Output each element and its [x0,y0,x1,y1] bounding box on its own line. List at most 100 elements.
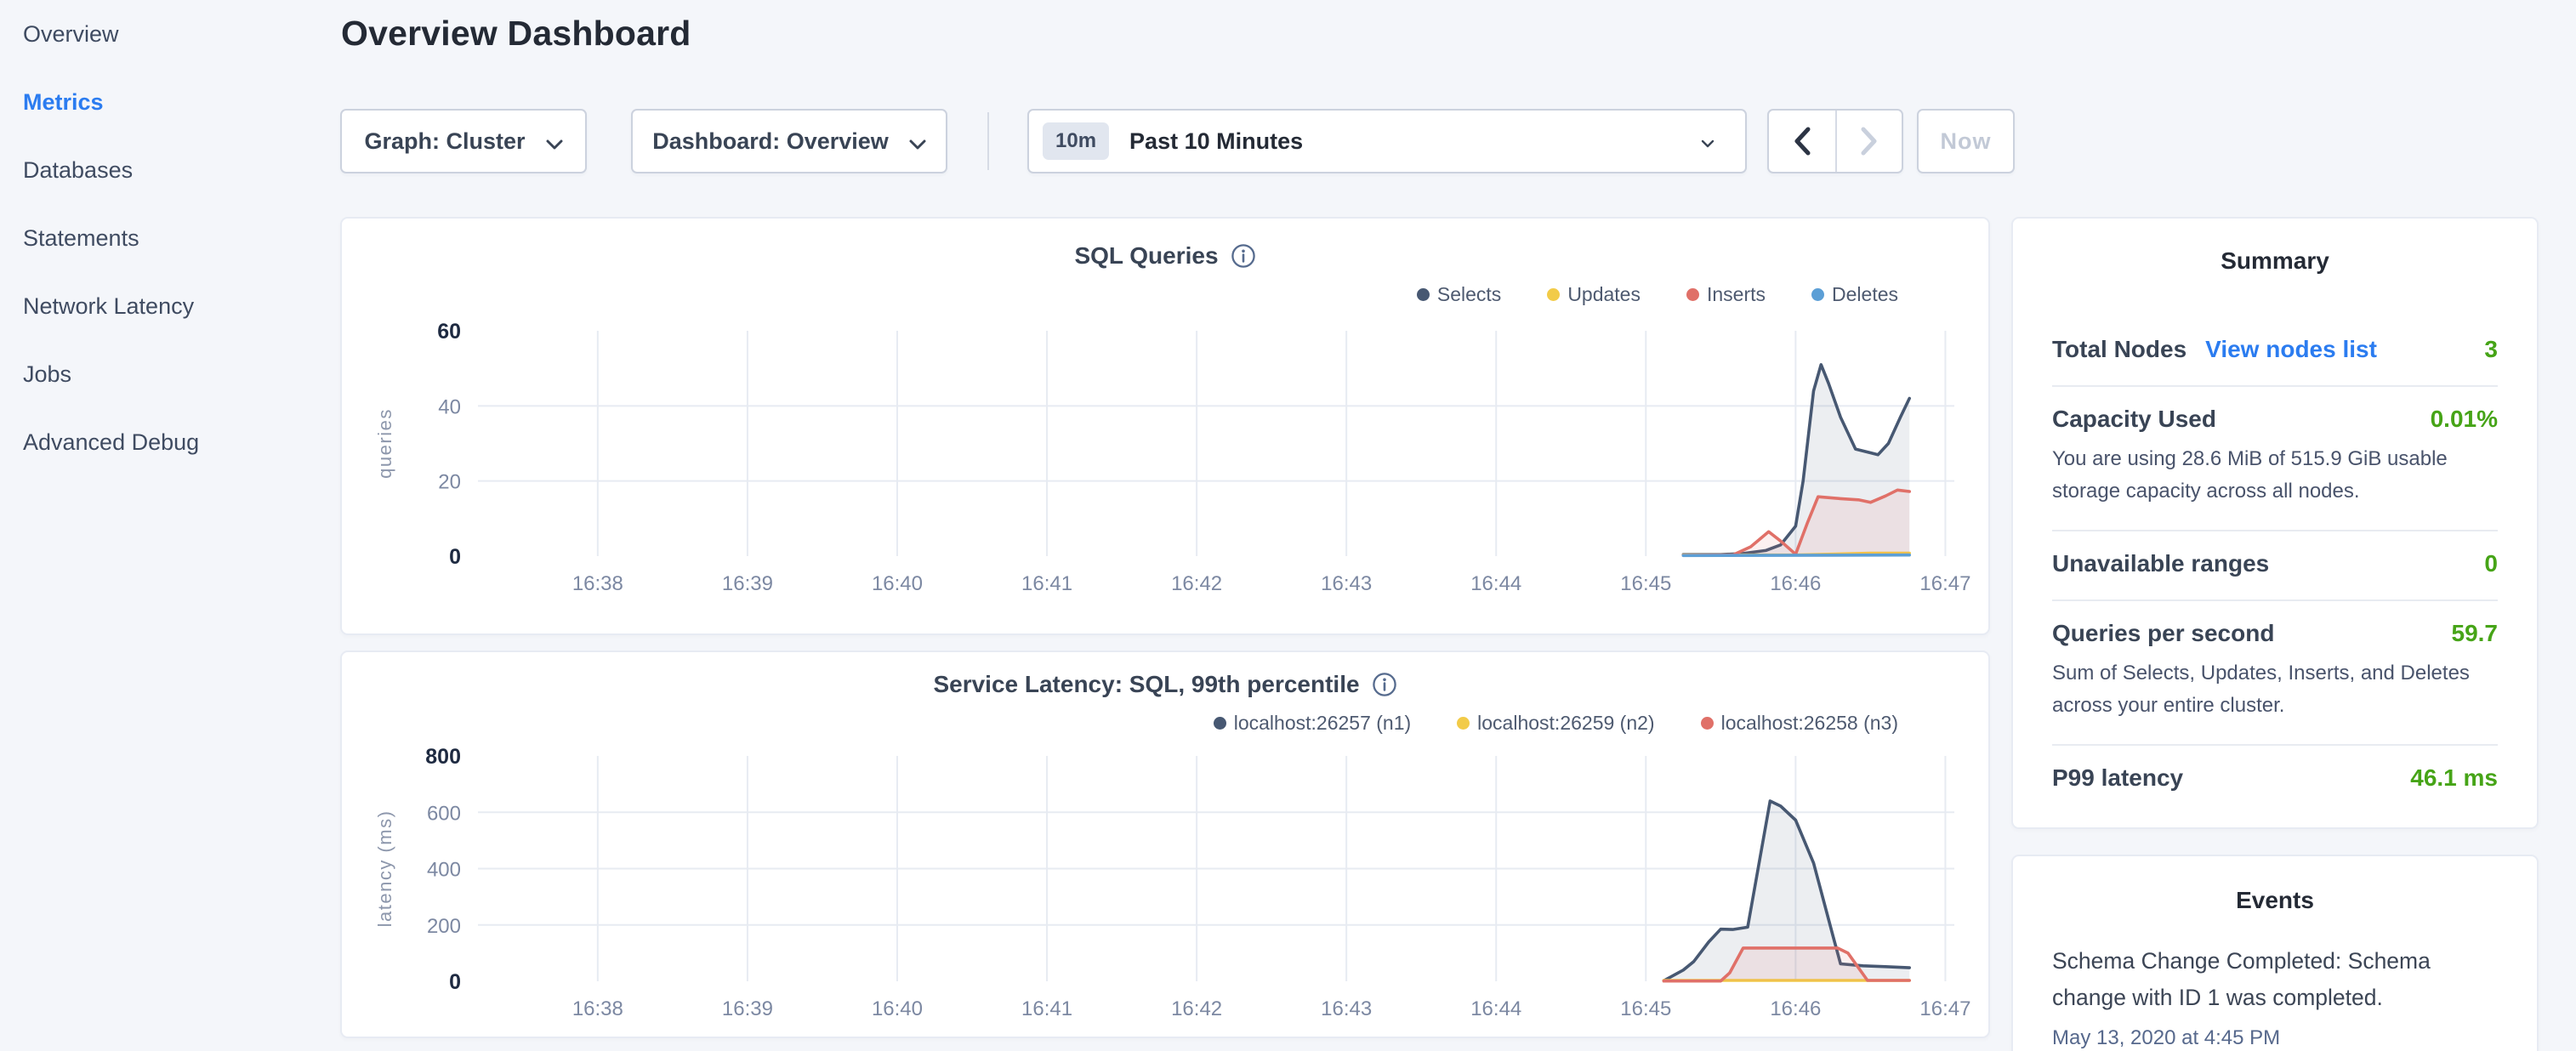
sidebar-item-statements[interactable]: Statements [23,224,139,251]
time-step-buttons [1767,109,1903,173]
graph-dropdown-label: Graph: Cluster [364,128,526,154]
sidebar-item-network-latency[interactable]: Network Latency [23,293,195,319]
svg-text:16:45: 16:45 [1620,997,1671,1020]
legend-dot [1811,287,1825,301]
controls-divider [987,112,989,170]
events-panel: Events Schema Change Completed: Schema c… [2011,855,2539,1051]
legend-label: Deletes [1832,282,1898,305]
svg-text:16:47: 16:47 [1919,997,1970,1020]
time-range-picker[interactable]: 10m Past 10 Minutes [1027,109,1747,173]
legend-dot [1547,287,1561,301]
sidebar: Overview Metrics Databases Statements Ne… [0,0,340,476]
svg-text:16:39: 16:39 [722,997,773,1020]
legend-item: localhost:26258 (n3) [1700,712,1898,735]
event-item: Schema Change Completed: Schema change w… [2052,943,2498,1050]
summary-value: 3 [2484,336,2498,362]
chart-legend: Selects Updates Inserts Deletes [342,281,1988,307]
legend-dot [1213,716,1226,730]
svg-text:queries: queries [374,408,395,479]
dashboard-dropdown-label: Dashboard: Overview [652,128,889,154]
legend-dot [1416,287,1430,301]
service-latency-chart[interactable]: 16:38 16:39 16:40 16:41 16:42 16:43 16:44 16:45… [342,741,1988,1023]
summary-description: Sum of Selects, Updates, Inserts, and De… [2052,662,2470,717]
summary-value: 0 [2484,550,2498,577]
summary-heading: Summary [2221,247,2329,274]
legend-dot [1700,716,1714,730]
svg-text:0: 0 [449,970,461,994]
chart-legend: localhost:26257 (n1) localhost:26259 (n2… [342,710,1988,736]
dashboard-dropdown[interactable]: Dashboard: Overview [631,109,947,173]
summary-row-total-nodes: Total Nodes View nodes list 3 [2052,317,2498,387]
info-icon[interactable] [1231,243,1256,269]
svg-text:16:41: 16:41 [1021,997,1072,1020]
service-latency-card: Service Latency: SQL, 99th percentile lo… [340,650,1990,1038]
legend-item: Deletes [1811,283,1898,306]
svg-text:16:44: 16:44 [1470,572,1521,595]
time-range-label: Past 10 Minutes [1129,128,1304,154]
sidebar-item-overview[interactable]: Overview [23,20,119,47]
now-button[interactable]: Now [1917,109,2015,173]
svg-text:16:39: 16:39 [722,572,773,595]
svg-text:16:43: 16:43 [1321,997,1372,1020]
svg-text:latency (ms): latency (ms) [374,810,395,928]
summary-value: 46.1 ms [2410,764,2498,791]
summary-row-unavailable-ranges: Unavailable ranges 0 [2052,531,2498,601]
svg-text:16:43: 16:43 [1321,572,1372,595]
info-icon[interactable] [1372,672,1397,697]
chevron-right-icon [1861,127,1877,156]
chevron-left-icon [1794,127,1811,156]
svg-text:20: 20 [438,471,461,494]
sidebar-item-advanced-debug[interactable]: Advanced Debug [23,429,200,455]
event-timestamp: May 13, 2020 at 4:45 PM [2052,1026,2281,1049]
view-nodes-list-link[interactable]: View nodes list [2205,336,2377,362]
charts-column: SQL Queries Selects Updates Inserts Dele… [340,217,1990,1038]
svg-text:16:40: 16:40 [872,572,923,595]
svg-text:800: 800 [425,745,461,769]
legend-label: localhost:26257 (n1) [1233,711,1412,734]
sidebar-item-jobs[interactable]: Jobs [23,361,72,387]
summary-label: Queries per second [2052,620,2275,646]
page-title: Overview Dashboard [341,14,691,53]
svg-text:16:47: 16:47 [1919,572,1970,595]
svg-text:16:41: 16:41 [1021,572,1072,595]
summary-row-queries-per-second: Queries per second 59.7 Sum of Selects, … [2052,601,2498,746]
legend-item: Selects [1416,282,1502,306]
time-range-badge: 10m [1043,122,1110,160]
svg-text:40: 40 [438,395,461,418]
svg-text:0: 0 [449,545,461,569]
svg-text:16:38: 16:38 [572,997,623,1020]
summary-label: Total Nodes [2052,336,2187,362]
time-step-forward-button[interactable] [1835,111,1902,172]
time-step-back-button[interactable] [1769,111,1835,172]
sidebar-item-databases[interactable]: Databases [23,156,134,183]
svg-text:16:42: 16:42 [1171,572,1222,595]
legend-item: localhost:26259 (n2) [1457,712,1655,735]
legend-dot [1457,716,1470,730]
legend-dot [1686,287,1699,301]
svg-text:16:44: 16:44 [1470,997,1521,1020]
svg-text:600: 600 [427,802,461,825]
sql-queries-card: SQL Queries Selects Updates Inserts Dele… [340,217,1990,635]
sidebar-item-metrics[interactable]: Metrics [23,88,104,115]
graph-dropdown[interactable]: Graph: Cluster [340,109,587,173]
sql-queries-chart[interactable]: 16:38 16:39 16:40 16:41 16:42 16:43 16:44 16:45… [342,315,1988,598]
chevron-down-icon [546,130,563,156]
svg-text:16:40: 16:40 [872,997,923,1020]
summary-label: Capacity Used [2052,406,2216,432]
svg-text:16:46: 16:46 [1770,572,1821,595]
svg-text:16:46: 16:46 [1770,997,1821,1020]
legend-label: Selects [1436,282,1502,305]
svg-text:16:38: 16:38 [572,572,623,595]
summary-row-p99-latency: P99 latency 46.1 ms [2052,746,2498,814]
summary-description: You are using 28.6 MiB of 515.9 GiB usab… [2052,447,2448,503]
summary-value: 59.7 [2451,620,2499,646]
svg-text:60: 60 [437,320,461,344]
chevron-down-icon [909,130,926,156]
chevron-down-icon [1701,138,1714,153]
legend-item: localhost:26257 (n1) [1213,711,1412,735]
svg-text:200: 200 [427,915,461,938]
events-heading: Events [2236,887,2314,913]
summary-panel: Summary Total Nodes View nodes list 3 Ca… [2011,217,2539,829]
legend-label: Inserts [1706,282,1766,305]
